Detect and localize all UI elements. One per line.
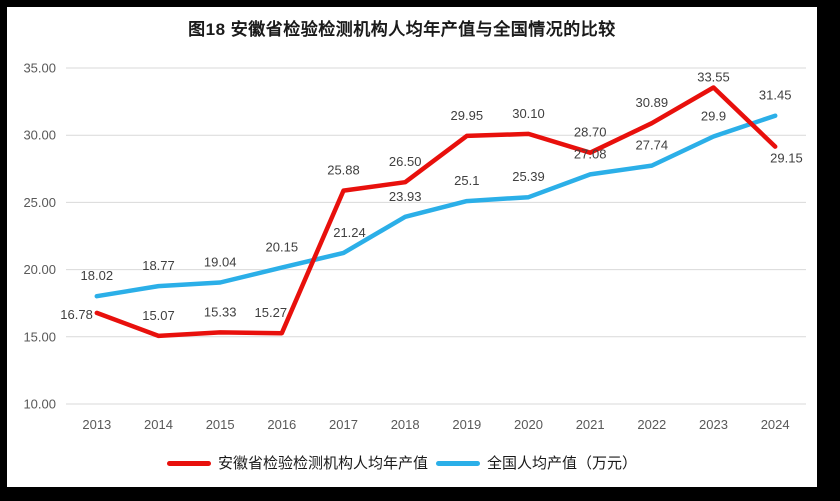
data-label: 18.02 <box>81 268 114 283</box>
y-axis-tick: 25.00 <box>23 195 56 210</box>
x-axis-tick: 2013 <box>82 417 111 432</box>
y-axis-tick: 15.00 <box>23 329 56 344</box>
chart-legend: 安徽省检验检测机构人均年产值 全国人均产值（万元） <box>7 450 797 476</box>
data-label: 23.93 <box>389 189 422 204</box>
y-axis-tick: 35.00 <box>23 61 56 76</box>
legend-item-anhui: 安徽省检验检测机构人均年产值 <box>166 454 428 472</box>
data-label: 18.77 <box>142 258 175 273</box>
x-axis-tick: 2023 <box>699 417 728 432</box>
data-label: 29.9 <box>701 109 726 124</box>
x-axis-tick: 2018 <box>391 417 420 432</box>
x-axis-tick: 2022 <box>637 417 666 432</box>
data-label: 15.27 <box>255 305 288 320</box>
data-label: 19.04 <box>204 255 237 270</box>
data-label: 15.33 <box>204 304 237 319</box>
data-label: 25.88 <box>327 163 360 178</box>
y-axis-tick: 30.00 <box>23 128 56 143</box>
data-label: 26.50 <box>389 154 422 169</box>
data-label: 29.95 <box>451 108 484 123</box>
y-axis-tick: 20.00 <box>23 262 56 277</box>
legend-swatch-anhui <box>166 460 211 466</box>
y-axis-tick: 10.00 <box>23 397 56 412</box>
data-label: 25.39 <box>512 169 545 184</box>
chart-title: 图18 安徽省检验检测机构人均年产值与全国情况的比较 <box>188 20 616 39</box>
x-axis-tick: 2020 <box>514 417 543 432</box>
legend-label-national: 全国人均产值（万元） <box>487 454 638 472</box>
x-axis-tick: 2024 <box>761 417 790 432</box>
x-axis-tick: 2021 <box>576 417 605 432</box>
legend-item-national: 全国人均产值（万元） <box>436 456 637 471</box>
data-label: 30.10 <box>512 106 545 121</box>
data-label: 21.24 <box>333 225 366 240</box>
data-label: 33.55 <box>697 69 730 84</box>
data-label: 28.70 <box>574 125 607 140</box>
x-axis-tick: 2019 <box>452 417 481 432</box>
data-label: 30.89 <box>636 95 669 110</box>
chart-canvas <box>7 7 817 487</box>
data-label: 25.1 <box>454 173 479 188</box>
data-label: 29.15 <box>770 151 803 166</box>
legend-swatch-national <box>436 460 480 466</box>
data-label: 27.08 <box>574 146 607 161</box>
data-label: 16.78 <box>60 307 93 322</box>
series-line-1 <box>94 113 778 299</box>
x-axis-tick: 2016 <box>267 417 296 432</box>
x-axis-tick: 2014 <box>144 417 173 432</box>
x-axis-tick: 2015 <box>206 417 235 432</box>
series-line-0 <box>94 85 778 339</box>
legend-label-anhui: 安徽省检验检测机构人均年产值 <box>217 454 428 472</box>
data-label: 20.15 <box>266 240 299 255</box>
data-label: 27.74 <box>636 138 669 153</box>
data-label: 31.45 <box>759 88 792 103</box>
data-label: 15.07 <box>142 308 175 323</box>
x-axis-tick: 2017 <box>329 417 358 432</box>
